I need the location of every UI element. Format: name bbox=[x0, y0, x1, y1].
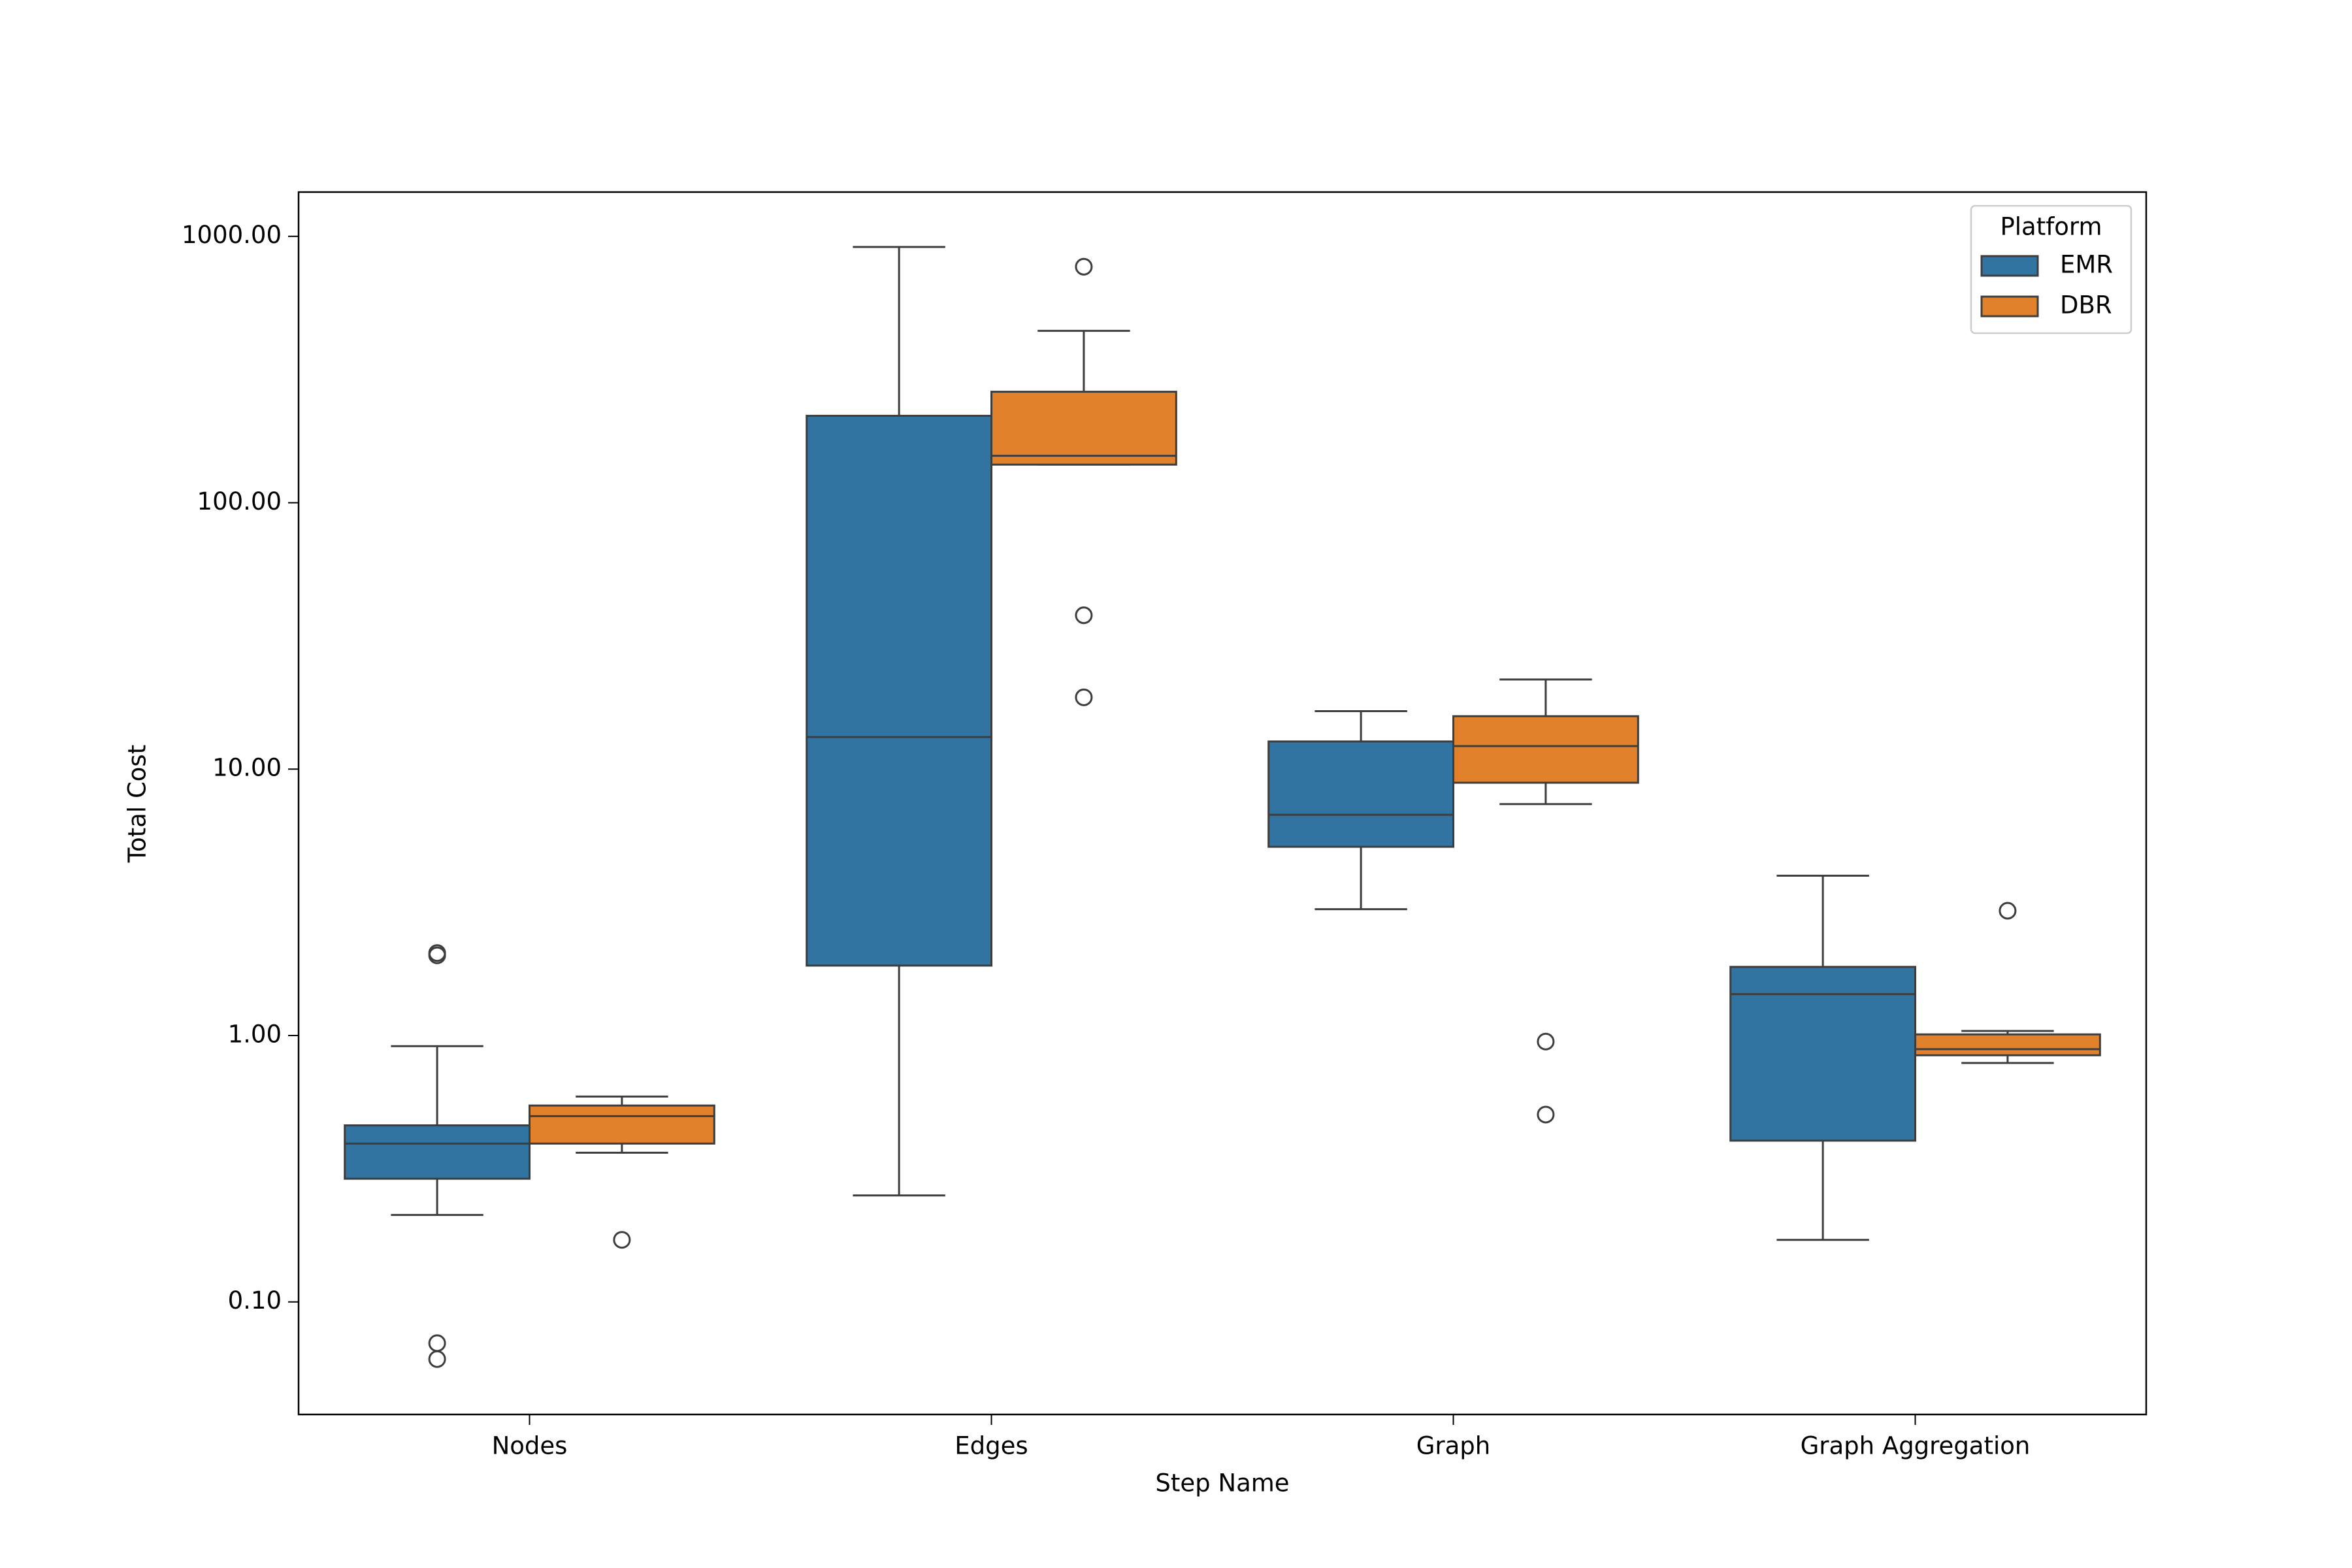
outlier bbox=[1537, 1105, 1555, 1124]
y-tick-label: 1000.00 bbox=[182, 221, 282, 249]
box bbox=[344, 1124, 531, 1180]
outlier bbox=[613, 1231, 631, 1249]
x-tick-label: Nodes bbox=[492, 1432, 568, 1460]
outlier bbox=[428, 946, 446, 964]
x-tick-label: Edges bbox=[955, 1432, 1028, 1460]
box bbox=[1452, 715, 1639, 784]
legend-label: EMR bbox=[2060, 251, 2113, 279]
outlier bbox=[1999, 902, 2017, 920]
box bbox=[1729, 966, 1916, 1142]
legend-swatch bbox=[1980, 295, 2039, 318]
outlier bbox=[1075, 257, 1093, 276]
y-tick-label: 1.00 bbox=[228, 1020, 282, 1048]
legend-label: DBR bbox=[2060, 291, 2112, 319]
box bbox=[529, 1104, 715, 1145]
y-axis-label: Total Cost bbox=[123, 745, 152, 863]
y-tick-label: 10.00 bbox=[212, 754, 282, 782]
x-axis-label: Step Name bbox=[1155, 1469, 1289, 1497]
legend-title: Platform bbox=[2000, 213, 2102, 241]
box bbox=[1914, 1033, 2101, 1056]
legend-swatch bbox=[1980, 255, 2039, 277]
outlier bbox=[1075, 606, 1093, 625]
box bbox=[1267, 740, 1454, 848]
x-tick-label: Graph Aggregation bbox=[1801, 1432, 2031, 1460]
outlier bbox=[1537, 1032, 1555, 1051]
y-tick-label: 100.00 bbox=[197, 487, 282, 515]
x-tick-label: Graph bbox=[1416, 1432, 1491, 1460]
plot-frame bbox=[297, 191, 2148, 1416]
y-tick-label: 0.10 bbox=[228, 1286, 282, 1315]
box bbox=[990, 391, 1177, 466]
box bbox=[806, 414, 992, 967]
outlier bbox=[1075, 688, 1093, 706]
outlier bbox=[428, 1350, 446, 1368]
